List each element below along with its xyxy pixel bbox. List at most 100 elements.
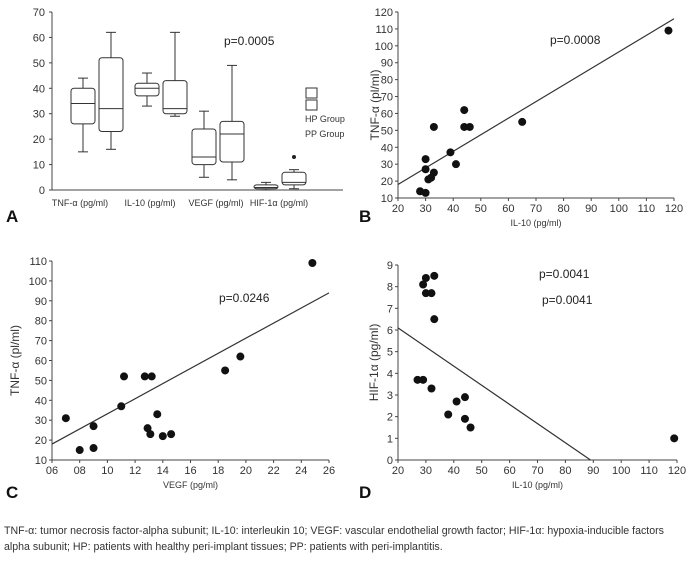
scatter-point [460,393,469,402]
y-axis-title: TNF-α (pl/ml) [8,325,22,396]
scatter-point [460,106,469,115]
x-tick-label: 60 [503,465,515,477]
y-axis-title: HIF-1α (pg/ml) [367,324,381,402]
x-tick-label: 26 [323,465,335,477]
box-rect [281,171,307,186]
scatter-point [120,372,129,381]
legend-swatch-hp [305,87,318,99]
scatter-point [446,148,455,157]
p-value-label: p=0.0246 [219,291,270,305]
p-value-label: p=0.0041 [542,293,593,307]
scatter-chart-il10-tnf: 20 30 40 50 60 70 80 90 100 110 120102030405060708… [359,7,683,228]
scatter-point [421,188,430,197]
y-tick-label: 100 [375,41,393,53]
x-axis-title: VEGF (pg/ml) [163,480,218,490]
scatter-point [430,271,439,280]
box-rect [70,87,96,125]
y-tick-label: 100 [29,276,47,288]
scatter-point [465,122,474,131]
x-tick-label: 50 [475,203,487,215]
panel-letter: C [6,483,18,502]
scatter-point [158,432,167,441]
scatter-point [413,375,422,384]
y-tick-label: 40 [35,395,47,407]
x-tick-label: 120 [665,203,683,215]
scatter-point [518,117,527,126]
x-tick-label: 30 [419,203,431,215]
y-tick-label: 9 [387,260,393,272]
legend-label-pp: PP Group [305,129,344,139]
scatter-point [153,410,162,419]
boxplot-chart: 0 10 20 30 40 50 60 70 TNF-α (pg/ml) IL-10 (pg/ml… [6,7,345,226]
panel-letter: B [359,207,371,226]
x-tick-label: 90 [587,465,599,477]
box-rect [191,128,217,166]
x-tick-label: 100 [610,203,628,215]
x-tick-label: 50 [476,465,488,477]
x-tick-label: 80 [559,465,571,477]
scatter-point [89,444,98,453]
x-tick-label: 10 [101,465,113,477]
scatter-point [670,434,679,443]
scatter-point [452,397,461,406]
y-tick-label: 0 [387,455,393,467]
trend-line [397,327,591,461]
scatter-point [427,384,436,393]
y-tick-label: 60 [381,108,393,120]
x-tick-label: 14 [157,465,169,477]
scatter-point [419,375,428,384]
y-tick-label: 30 [381,159,393,171]
panel-letter: D [359,483,371,502]
x-category-label: HIF-1α (pg/ml) [250,198,308,208]
y-tick-label: 60 [33,32,45,44]
scatter-point [75,446,84,455]
scatter-point [466,423,475,432]
x-tick-label: 70 [531,465,543,477]
box-rect [98,57,124,133]
scatter-point [236,352,245,361]
y-tick-label: 10 [33,160,45,172]
y-tick-label: 20 [381,176,393,188]
scatter-point [140,372,149,381]
trend-line [397,18,675,185]
box-rect [219,120,245,163]
x-tick-label: 18 [212,465,224,477]
panel-b-scatter: 20 30 40 50 60 70 80 90 100 110 120 10 20 30 40 50 60 70 8… [345,0,689,280]
box-outlier-point [292,154,296,159]
y-tick-label: 3 [387,390,393,402]
y-tick-label: 10 [35,455,47,467]
y-tick-label: 90 [381,58,393,70]
scatter-point [167,430,176,439]
x-axis-title: IL-10 (pg/ml) [510,218,561,228]
x-tick-label: 20 [240,465,252,477]
x-tick-label: 40 [448,465,460,477]
panel-d-scatter: 20 30 40 50 60 70 80 90 100 110 120 0 1 2 3 4 5 6 7 8 9 IL-10… [345,250,689,512]
scatter-point [146,430,155,439]
y-tick-label: 30 [33,109,45,121]
y-tick-label: 50 [35,375,47,387]
y-tick-label: 30 [35,415,47,427]
x-tick-label: 40 [447,203,459,215]
p-value-label: p=0.0005 [224,34,275,48]
panel-letter-a: A [6,207,18,226]
x-tick-label: 70 [530,203,542,215]
y-tick-label: 70 [33,7,45,19]
scatter-point [421,155,430,164]
y-tick-label: 5 [387,347,393,359]
box-rect [253,184,279,190]
panel-a-boxplot: 0 10 20 30 40 50 60 70 TNF-α (pg/ml) IL-10 (pg/ml… [0,0,345,280]
x-tick-label: 06 [46,465,58,477]
y-tick-label: 2 [387,412,393,424]
y-tick-label: 50 [381,125,393,137]
y-tick-label: 90 [35,296,47,308]
y-tick-label: 60 [35,356,47,368]
scatter-point [429,168,438,177]
scatter-point [421,289,430,298]
scatter-point [419,280,428,289]
y-tick-label: 70 [35,336,47,348]
x-category-label: VEGF (pg/ml) [188,198,243,208]
y-tick-label: 20 [35,435,47,447]
y-tick-label: 110 [375,24,393,36]
x-tick-label: 80 [557,203,569,215]
scatter-point [429,122,438,131]
